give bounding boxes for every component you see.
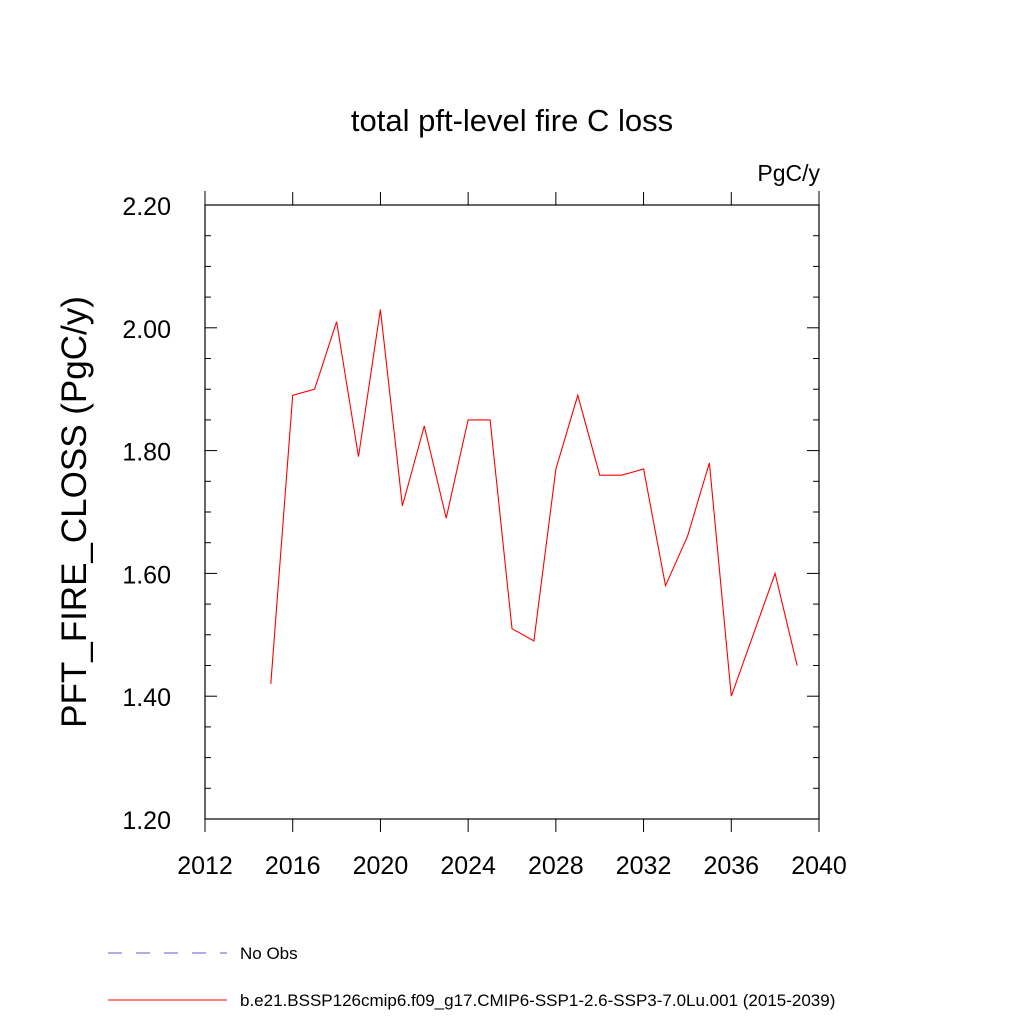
legend: No Obs b.e21.BSSP126cmip6.f09_g17.CMIP6-S… <box>108 944 835 1010</box>
y-tick-label: 2.20 <box>122 193 171 221</box>
x-axis-ticks: 2012 2016 2020 2024 2028 2032 2036 2040 <box>177 192 847 880</box>
x-tick-label: 2036 <box>703 852 759 880</box>
x-tick-label: 2032 <box>616 852 672 880</box>
y-tick-label: 2.00 <box>122 316 171 344</box>
chart-title: total pft-level fire C loss <box>351 103 673 138</box>
x-tick-label: 2016 <box>265 852 321 880</box>
y-tick-label: 1.80 <box>122 439 171 467</box>
y-tick-label: 1.60 <box>122 561 171 589</box>
y-tick-label: 1.40 <box>122 684 171 712</box>
y-axis-label: PFT_FIRE_CLOSS (PgC/y) <box>55 296 94 728</box>
x-tick-label: 2020 <box>353 852 409 880</box>
series-layer <box>270 309 798 697</box>
x-tick-label: 2040 <box>791 852 847 880</box>
units-label: PgC/y <box>757 160 820 186</box>
x-tick-label: 2028 <box>528 852 584 880</box>
y-axis-ticks: 1.20 1.40 1.60 1.80 2.00 2.20 <box>122 191 820 835</box>
x-tick-label: 2024 <box>440 852 496 880</box>
series-line-0 <box>270 309 798 697</box>
x-tick-label: 2012 <box>177 852 233 880</box>
legend-label: b.e21.BSSP126cmip6.f09_g17.CMIP6-SSP1-2.… <box>240 991 835 1010</box>
y-tick-label: 1.20 <box>122 807 171 835</box>
legend-label: No Obs <box>240 944 298 963</box>
plot-frame <box>204 204 820 820</box>
